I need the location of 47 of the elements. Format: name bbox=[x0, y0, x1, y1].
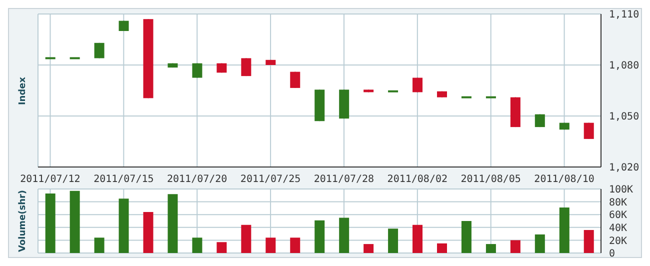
bar bbox=[364, 244, 374, 253]
bar bbox=[412, 224, 423, 253]
candlestick bbox=[584, 122, 594, 140]
candlestick bbox=[192, 62, 202, 78]
bar bbox=[70, 190, 80, 253]
bar bbox=[510, 240, 520, 253]
y-tick-label: 100K bbox=[609, 184, 634, 196]
bar bbox=[143, 212, 154, 253]
bar bbox=[94, 238, 104, 253]
candlestick bbox=[290, 71, 300, 88]
x-tick-label: 2011/07/20 bbox=[167, 174, 228, 186]
y-tick-label: 80K bbox=[609, 197, 628, 208]
bar bbox=[168, 194, 178, 253]
x-tick-label: 2011/07/28 bbox=[314, 174, 374, 186]
bar bbox=[339, 218, 350, 253]
bar bbox=[45, 193, 56, 253]
y-tick-label: 1,080 bbox=[609, 60, 640, 72]
bar bbox=[436, 243, 447, 253]
y-tick-label: 40K bbox=[609, 222, 628, 234]
y-tick-label: 20K bbox=[609, 236, 628, 247]
bar bbox=[192, 238, 202, 253]
bar bbox=[388, 228, 398, 253]
x-tick-label: 2011/07/12 bbox=[20, 174, 80, 186]
y-axis-title: Index bbox=[18, 76, 28, 105]
bar bbox=[118, 198, 129, 253]
bar bbox=[266, 238, 276, 253]
bar bbox=[584, 230, 594, 253]
x-tick-label: 2011/08/02 bbox=[387, 174, 448, 186]
x-tick-label: 2011/08/05 bbox=[460, 174, 521, 186]
candlestick bbox=[241, 58, 252, 77]
bar bbox=[461, 221, 472, 253]
bar bbox=[241, 224, 252, 253]
bar bbox=[314, 220, 325, 253]
y-axis-title: Volume(shr) bbox=[18, 190, 28, 252]
x-tick-label: 2011/08/10 bbox=[534, 174, 594, 186]
y-tick-label: 1,020 bbox=[609, 162, 640, 174]
bar bbox=[559, 208, 570, 253]
y-tick-label: 1,050 bbox=[609, 112, 640, 123]
bar bbox=[486, 244, 496, 253]
bar bbox=[216, 242, 227, 253]
y-tick-label: 0 bbox=[609, 248, 616, 260]
x-tick-label: 2011/07/25 bbox=[240, 174, 301, 186]
bar bbox=[290, 238, 300, 253]
y-tick-label: 1,110 bbox=[609, 10, 640, 21]
y-tick-label: 60K bbox=[609, 210, 628, 222]
x-tick-label: 2011/07/15 bbox=[94, 174, 154, 186]
bar bbox=[534, 234, 545, 253]
